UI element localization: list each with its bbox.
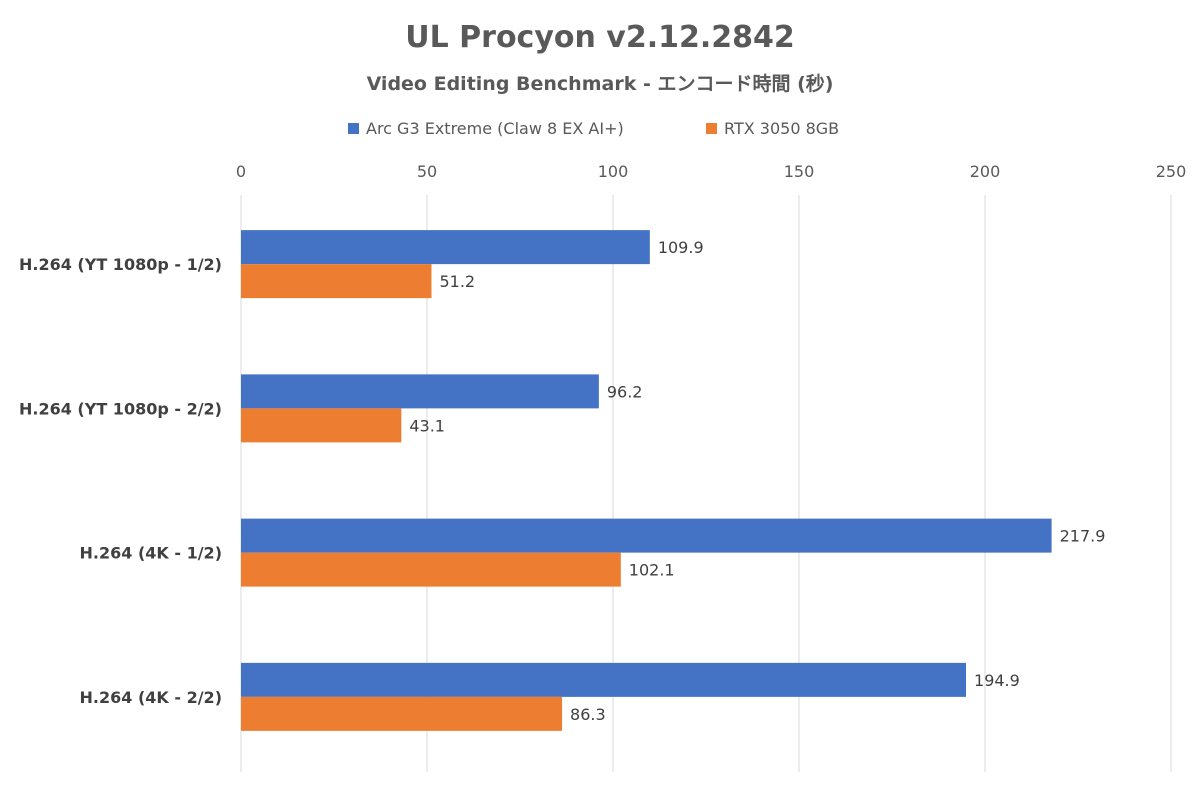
x-axis-ticks: 0 50 100 150 200 250 <box>236 162 1186 181</box>
bar-arc-1 <box>241 374 599 409</box>
x-tick-label-150: 150 <box>784 162 815 181</box>
bar-rtx-3 <box>241 696 563 731</box>
value-label-arc-3: 194.9 <box>974 671 1020 690</box>
x-tick-label-50: 50 <box>417 162 437 181</box>
bar-rtx-2 <box>241 552 621 587</box>
value-label-arc-0: 109.9 <box>658 238 704 257</box>
category-labels: H.264 (YT 1080p - 1/2) H.264 (YT 1080p - … <box>19 255 222 707</box>
legend-label-arc: Arc G3 Extreme (Claw 8 EX AI+) <box>366 119 624 138</box>
value-label-rtx-3: 86.3 <box>570 705 606 724</box>
bar-rtx-1 <box>241 408 402 443</box>
x-tick-label-100: 100 <box>598 162 629 181</box>
legend: Arc G3 Extreme (Claw 8 EX AI+) RTX 3050 … <box>348 119 839 138</box>
x-tick-label-250: 250 <box>1156 162 1187 181</box>
bar-arc-2 <box>241 518 1052 553</box>
legend-swatch-arc <box>348 123 359 134</box>
category-label-3: H.264 (4K - 2/2) <box>80 688 222 707</box>
category-label-2: H.264 (4K - 1/2) <box>80 544 222 563</box>
chart-title: UL Procyon v2.12.2842 <box>405 20 795 55</box>
legend-label-rtx: RTX 3050 8GB <box>724 119 839 138</box>
chart-subtitle: Video Editing Benchmark - エンコード時間 (秒) <box>367 72 834 95</box>
category-label-0: H.264 (YT 1080p - 1/2) <box>19 255 222 274</box>
bar-arc-3 <box>241 662 967 697</box>
category-label-1: H.264 (YT 1080p - 2/2) <box>19 399 222 418</box>
bar-rtx-0 <box>241 264 432 299</box>
value-labels: 109.9 51.2 96.2 43.1 217.9 102.1 194.9 86.3 <box>409 238 1105 724</box>
value-label-arc-2: 217.9 <box>1060 527 1106 546</box>
value-label-rtx-2: 102.1 <box>629 561 675 580</box>
bar-arc-0 <box>241 230 650 265</box>
legend-swatch-rtx <box>706 123 717 134</box>
x-tick-label-0: 0 <box>236 162 246 181</box>
bars <box>241 230 1052 731</box>
value-label-rtx-0: 51.2 <box>439 272 475 291</box>
value-label-rtx-1: 43.1 <box>409 416 445 435</box>
x-tick-label-200: 200 <box>970 162 1001 181</box>
value-label-arc-1: 96.2 <box>607 382 643 401</box>
